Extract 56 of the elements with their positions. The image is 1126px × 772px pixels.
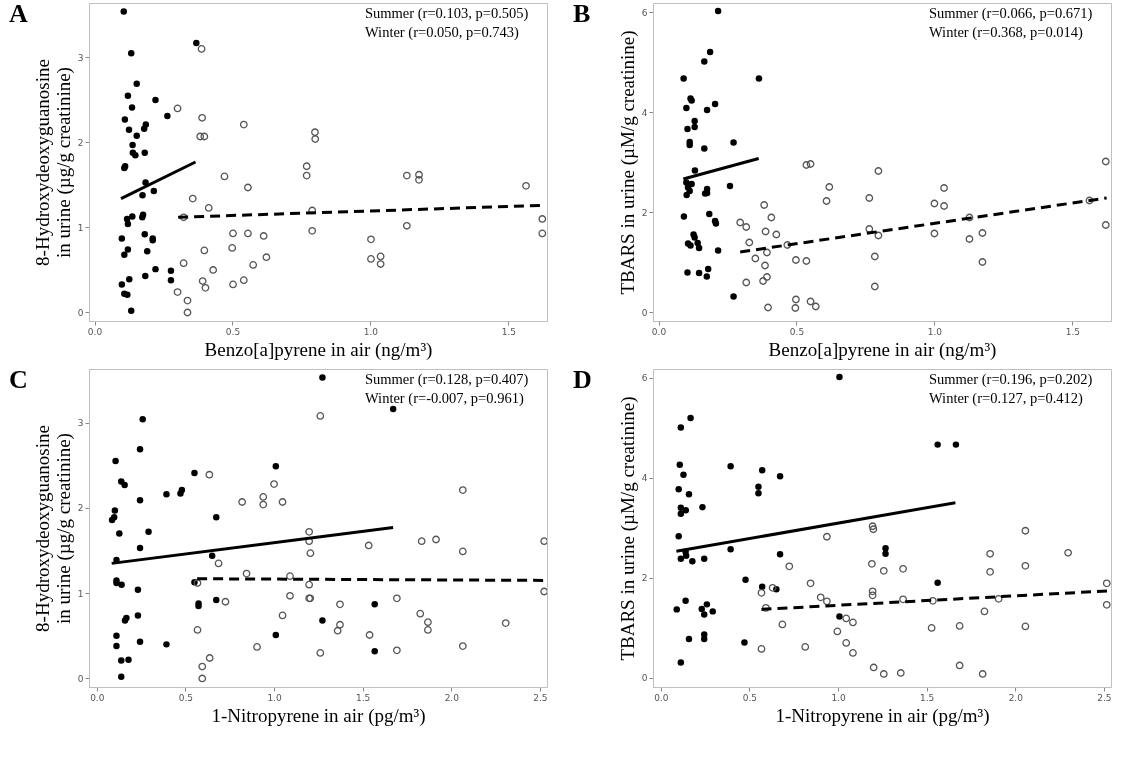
x-tick-label: 2.0 <box>444 692 460 703</box>
x-tick-label: 0.0 <box>90 692 105 703</box>
y-axis-title: 8-Hydroxydeoxyguanosine in urine (µg/g creatinine) <box>31 425 75 632</box>
x-axis-title: 1-Nitropyrene in air (pg/m³) <box>211 704 426 727</box>
x-axis-title: Benzo[a]pyrene in air (ng/m³) <box>768 338 997 361</box>
x-tick-label: 1.5 <box>501 326 517 337</box>
y-tick-label: 3 <box>77 52 84 63</box>
annotation: Winter (r=0.050, p=0.743) <box>365 24 520 41</box>
annotation: Winter (r=0.127, p=0.412) <box>929 390 1084 407</box>
y-tick-label: 2 <box>641 207 648 218</box>
x-tick-label: 0.0 <box>651 326 667 337</box>
annotation: Winter (r=-0.007, p=0.961) <box>365 390 524 407</box>
x-tick-label: 0.5 <box>742 692 758 703</box>
y-tick-label: 4 <box>641 107 648 118</box>
annotation: Summer (r=0.128, p=0.407) <box>365 371 529 388</box>
x-tick-label: 1.0 <box>927 326 943 337</box>
x-tick-label: 2.0 <box>1008 692 1024 703</box>
x-tick-label: 0.0 <box>87 326 103 337</box>
y-tick-label: 0 <box>641 673 648 684</box>
x-axis-title: Benzo[a]pyrene in air (ng/m³) <box>204 338 433 361</box>
x-tick-label: 2.5 <box>1097 692 1112 703</box>
annotation: Summer (r=0.196, p=0.202) <box>929 371 1093 388</box>
y-tick-label: 2 <box>77 503 84 514</box>
annotation: Summer (r=0.066, p=0.671) <box>929 5 1093 22</box>
x-tick-label: 1.5 <box>356 692 371 703</box>
y-tick-label: 1 <box>77 588 84 599</box>
y-axis-title: TBARS in urine (µM/g creatinine) <box>616 396 639 661</box>
x-tick-label: 0.5 <box>178 692 194 703</box>
x-tick-label: 1.5 <box>1065 326 1081 337</box>
x-tick-label: 0.5 <box>225 326 241 337</box>
y-tick-label: 0 <box>77 673 84 684</box>
chart-title: A <box>9 0 28 28</box>
y-tick-label: 2 <box>77 137 84 148</box>
y-tick-label: 0 <box>641 307 648 318</box>
chart-title: D <box>573 365 592 394</box>
chart-title: C <box>9 365 28 394</box>
annotation: Winter (r=0.368, p=0.014) <box>929 24 1084 41</box>
x-tick-label: 2.5 <box>533 692 548 703</box>
y-tick-label: 2 <box>641 573 648 584</box>
chart-title: B <box>573 0 591 28</box>
x-tick-label: 0.5 <box>789 326 805 337</box>
x-tick-label: 1.0 <box>363 326 379 337</box>
x-tick-label: 1.5 <box>920 692 935 703</box>
x-tick-label: 0.0 <box>654 692 669 703</box>
y-tick-label: 4 <box>641 473 648 484</box>
x-tick-label: 1.0 <box>831 692 846 703</box>
x-tick-label: 1.0 <box>267 692 282 703</box>
y-tick-label: 1 <box>77 222 84 233</box>
y-axis-title: TBARS in urine (µM/g creatinine) <box>616 30 639 295</box>
annotation: Summer (r=0.103, p=0.505) <box>365 5 529 22</box>
y-axis-title: 8-Hydroxydeoxyguanosine in urine (µg/g creatinine) <box>31 59 75 266</box>
y-tick-label: 0 <box>77 308 84 318</box>
y-tick-label: 3 <box>77 418 84 429</box>
x-axis-title: 1-Nitropyrene in air (pg/m³) <box>775 704 990 727</box>
y-tick-label: 6 <box>641 7 648 18</box>
y-tick-label: 6 <box>641 373 648 384</box>
